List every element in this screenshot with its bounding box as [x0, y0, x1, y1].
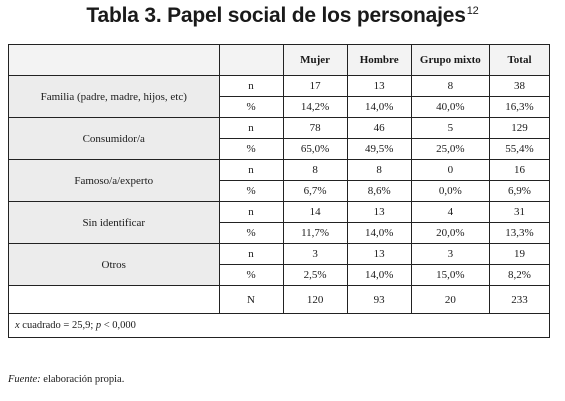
table-row: Consumidor/a n 78 46 5 129 — [8, 117, 551, 160]
row-symbol: n — [218, 117, 284, 139]
header-total: Total — [488, 44, 551, 76]
table-title: Tabla 3. Papel social de los personajes1… — [86, 4, 479, 27]
data-table: Mujer Hombre Grupo mixto Total Familia (… — [8, 44, 551, 338]
cell: 55,4% — [488, 138, 551, 160]
header-mujer: Mujer — [282, 44, 348, 76]
cell: 2,5% — [282, 264, 348, 286]
row-symbol: n — [218, 243, 284, 265]
cell: 14 — [282, 201, 348, 223]
footnote-mark: 12 — [466, 5, 479, 17]
cell: 93 — [346, 285, 412, 314]
category-label: Familia (padre, madre, hijos, etc) — [8, 75, 220, 118]
row-symbol: % — [218, 96, 284, 118]
cell: 11,7% — [282, 222, 348, 244]
cell: 20,0% — [410, 222, 490, 244]
cell: 5 — [410, 117, 490, 139]
cell: 129 — [488, 117, 551, 139]
cell: 14,0% — [346, 264, 412, 286]
cell: 8,2% — [488, 264, 551, 286]
cell: 8 — [282, 159, 348, 181]
cell: 3 — [282, 243, 348, 265]
cell: 16 — [488, 159, 551, 181]
row-symbol: % — [218, 180, 284, 202]
cell: 19 — [488, 243, 551, 265]
cell: 13 — [346, 201, 412, 223]
cell: 78 — [282, 117, 348, 139]
cell: 14,0% — [346, 222, 412, 244]
header-hombre: Hombre — [346, 44, 412, 76]
row-symbol: % — [218, 264, 284, 286]
cell: 13 — [346, 243, 412, 265]
total-empty-cell — [8, 285, 220, 314]
cell: 8 — [410, 75, 490, 97]
cell: 13 — [346, 75, 412, 97]
category-label: Sin identificar — [8, 201, 220, 244]
row-symbol: n — [218, 159, 284, 181]
row-symbol: N — [218, 285, 284, 314]
cell: 46 — [346, 117, 412, 139]
table-row: Familia (padre, madre, hijos, etc) n 17 … — [8, 75, 551, 118]
cell: 4 — [410, 201, 490, 223]
cell: 16,3% — [488, 96, 551, 118]
cell: 0 — [410, 159, 490, 181]
row-symbol: % — [218, 222, 284, 244]
cell: 15,0% — [410, 264, 490, 286]
cell: 6,9% — [488, 180, 551, 202]
table-header-row: Mujer Hombre Grupo mixto Total — [8, 44, 551, 76]
cell: 65,0% — [282, 138, 348, 160]
table-row: Otros n 3 13 3 19 — [8, 243, 551, 286]
table-row: Famoso/a/experto n 8 8 0 16 — [8, 159, 551, 202]
cell: 120 — [282, 285, 348, 314]
category-label: Famoso/a/experto — [8, 159, 220, 202]
cell: 8,6% — [346, 180, 412, 202]
row-symbol: % — [218, 138, 284, 160]
header-empty-cell — [218, 44, 284, 76]
stat-row: x cuadrado = 25,9; p < 0,000 — [8, 313, 550, 338]
cell: 3 — [410, 243, 490, 265]
cell: 38 — [488, 75, 551, 97]
row-symbol: n — [218, 201, 284, 223]
cell: 0,0% — [410, 180, 490, 202]
category-label: Otros — [8, 243, 220, 286]
table-row: % 2,5% 14,0% 15,0% 8,2% — [9, 264, 551, 286]
cell: 8 — [346, 159, 412, 181]
cell: 14,2% — [282, 96, 348, 118]
cell: 49,5% — [346, 138, 412, 160]
row-symbol: n — [218, 75, 284, 97]
table-row: Sin identificar n 14 13 4 31 — [8, 201, 551, 244]
cell: 17 — [282, 75, 348, 97]
total-row: N 120 93 20 233 — [8, 285, 551, 314]
cell: 40,0% — [410, 96, 490, 118]
header-empty-cell — [8, 44, 220, 76]
cell: 13,3% — [488, 222, 551, 244]
cell: 6,7% — [282, 180, 348, 202]
cell: 31 — [488, 201, 551, 223]
category-label: Consumidor/a — [8, 117, 220, 160]
cell: 14,0% — [346, 96, 412, 118]
chi-square-note: x cuadrado = 25,9; p < 0,000 — [8, 313, 550, 338]
cell: 25,0% — [410, 138, 490, 160]
header-grupo-mixto: Grupo mixto — [410, 44, 490, 76]
cell: 233 — [488, 285, 551, 314]
cell: 20 — [410, 285, 490, 314]
source-note: Fuente: elaboración propia. — [8, 374, 125, 385]
